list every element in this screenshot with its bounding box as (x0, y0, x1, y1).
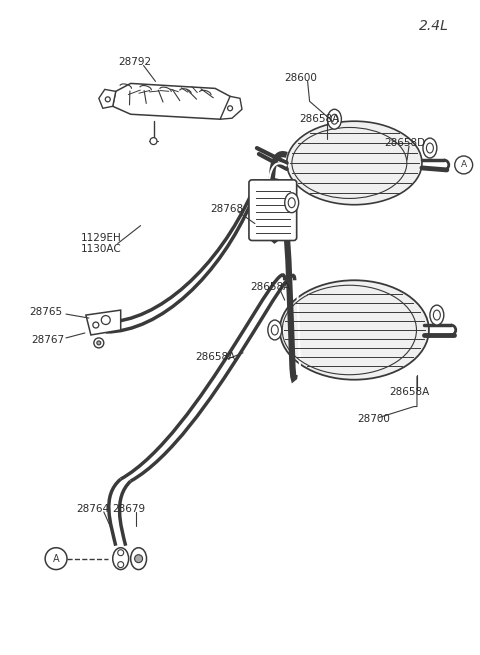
Ellipse shape (271, 325, 278, 335)
Ellipse shape (113, 548, 129, 570)
Ellipse shape (280, 280, 429, 380)
Circle shape (455, 156, 473, 174)
Text: 28658D: 28658D (384, 138, 425, 148)
Text: 28658A: 28658A (300, 114, 340, 124)
Circle shape (94, 338, 104, 348)
Ellipse shape (426, 143, 433, 153)
Circle shape (97, 341, 101, 345)
Text: 28658A: 28658A (250, 282, 290, 292)
Ellipse shape (331, 114, 338, 124)
Ellipse shape (268, 320, 282, 340)
Ellipse shape (285, 193, 299, 213)
Circle shape (93, 322, 99, 328)
Text: 28764: 28764 (76, 504, 109, 514)
Text: 28658A: 28658A (389, 386, 430, 397)
Ellipse shape (423, 138, 437, 158)
Text: 1130AC: 1130AC (81, 244, 121, 254)
Text: 28679: 28679 (113, 504, 146, 514)
Text: 28768: 28768 (210, 204, 243, 214)
Text: A: A (53, 553, 60, 564)
Text: 28600: 28600 (285, 73, 318, 83)
Polygon shape (113, 83, 235, 119)
Circle shape (150, 138, 157, 145)
FancyBboxPatch shape (249, 180, 297, 240)
Text: A: A (461, 160, 467, 170)
Text: 2.4L: 2.4L (419, 19, 449, 33)
Ellipse shape (327, 109, 341, 129)
Polygon shape (220, 96, 242, 119)
Circle shape (134, 555, 143, 563)
Ellipse shape (287, 121, 422, 205)
Text: 28767: 28767 (31, 335, 64, 345)
Ellipse shape (131, 548, 146, 570)
Circle shape (101, 316, 110, 324)
Polygon shape (99, 89, 116, 108)
Text: 28658A: 28658A (195, 352, 236, 362)
Text: 28700: 28700 (357, 415, 390, 424)
Ellipse shape (430, 305, 444, 325)
Circle shape (45, 548, 67, 570)
Circle shape (118, 550, 124, 555)
Text: 1129EH: 1129EH (81, 233, 121, 242)
Polygon shape (86, 310, 120, 335)
Text: 28792: 28792 (119, 56, 152, 67)
Circle shape (118, 561, 124, 568)
Circle shape (105, 97, 110, 102)
Ellipse shape (288, 198, 295, 208)
Ellipse shape (433, 310, 440, 320)
Circle shape (228, 106, 232, 111)
Text: 28765: 28765 (29, 307, 62, 317)
